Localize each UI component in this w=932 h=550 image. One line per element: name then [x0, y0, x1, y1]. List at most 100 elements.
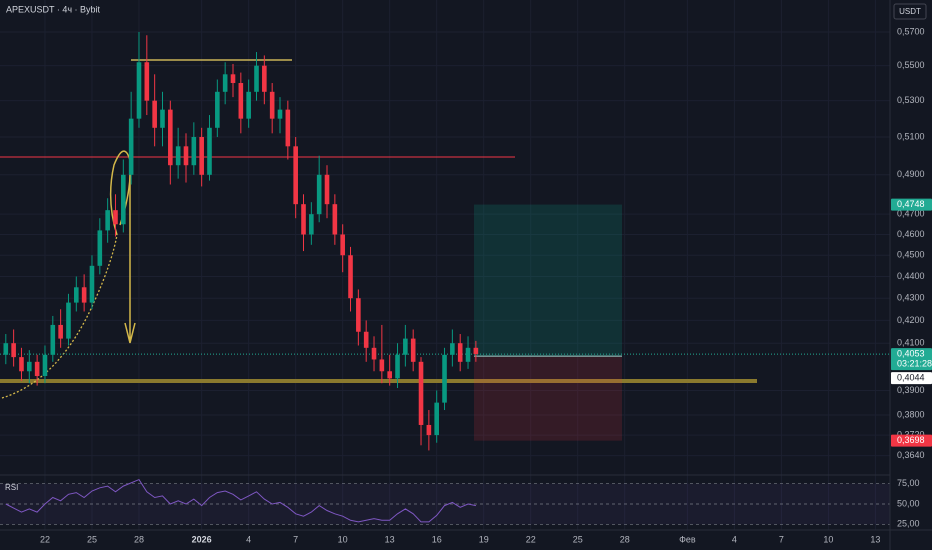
candle-body	[434, 402, 439, 436]
candle-body	[11, 343, 16, 358]
candle-body	[215, 91, 220, 128]
x-tick-label: 16	[432, 534, 442, 544]
candle-body	[207, 127, 212, 175]
candle-body	[160, 109, 165, 128]
candle-body	[465, 347, 471, 362]
price-label: 0,4044	[897, 373, 925, 383]
currency-button[interactable]	[893, 3, 927, 20]
candles	[3, 31, 479, 451]
y-tick-label: 0,5700	[897, 26, 925, 36]
x-tick-label: 13	[385, 534, 395, 544]
candle-body	[410, 338, 416, 362]
candle-body	[152, 100, 157, 128]
y-tick-label: 0,4600	[897, 229, 925, 239]
candle-body	[371, 347, 377, 360]
x-tick-label: 10	[338, 534, 348, 544]
position-box	[0, 204, 890, 441]
candle-body	[269, 91, 275, 119]
y-tick-label: 0,4100	[897, 338, 925, 348]
candle-body	[27, 361, 32, 372]
candle-body	[332, 204, 338, 235]
candle-body	[191, 137, 197, 166]
arrow	[124, 165, 136, 344]
rsi-pane	[0, 478, 890, 525]
candle-body	[42, 354, 48, 377]
candle-body	[426, 424, 432, 436]
candle-body	[316, 174, 322, 215]
loop-drawing	[109, 150, 132, 236]
x-tick-label: 25	[87, 534, 97, 544]
candle-body	[293, 146, 298, 205]
candle-body	[301, 204, 306, 235]
x-tick-label: 2026	[192, 534, 212, 544]
rsi-tick-label: 25,00	[897, 519, 920, 529]
candle-body	[473, 347, 479, 355]
candle-body	[175, 146, 181, 166]
y-tick-label: 0,5100	[897, 131, 925, 141]
x-tick-label: 10	[823, 534, 833, 544]
y-tick-label: 0,3720	[897, 429, 925, 439]
candle-body	[3, 343, 9, 355]
x-tick-label: 7	[293, 534, 298, 544]
rsi-tick-label: 75,00	[897, 478, 920, 488]
candle-body	[136, 62, 142, 119]
axes: 0,5700 0,5500 0,5300 0,5100 0,4900 0,4700 0,46…	[40, 26, 932, 544]
price-label-box	[891, 434, 932, 447]
candle-body	[238, 83, 244, 119]
price-label-box	[891, 372, 932, 385]
y-tick-label: 0,3800	[897, 409, 925, 419]
candle-body	[246, 91, 251, 119]
candle-body	[144, 62, 150, 101]
countdown-label: 03:21:28	[897, 358, 932, 368]
take-profit-zone	[474, 204, 622, 357]
candle-body	[121, 174, 126, 225]
candle-body	[363, 331, 369, 348]
x-tick-label: 22	[526, 534, 536, 544]
candle-body	[387, 371, 392, 379]
x-tick-label: 4	[732, 534, 737, 544]
y-tick-label: 0,3900	[897, 385, 925, 395]
candle-body	[324, 174, 330, 205]
y-tick-label: 0,3640	[897, 450, 925, 460]
price-label-box	[891, 348, 932, 371]
y-tick-label: 0,5300	[897, 95, 925, 105]
price-label: 0,4748	[897, 199, 925, 209]
candle-body	[285, 109, 291, 147]
candle-body	[418, 361, 424, 425]
candle-body	[128, 118, 134, 175]
candle-body	[277, 109, 283, 119]
candle-body	[222, 74, 228, 92]
candle-body	[450, 343, 455, 355]
candle-body	[309, 214, 314, 235]
y-tick-label: 0,5500	[897, 60, 925, 70]
x-tick-label: 7	[779, 534, 784, 544]
currency-label[interactable]: USDT	[899, 7, 921, 16]
candle-body	[340, 234, 345, 256]
candle-body	[254, 65, 259, 92]
candle-body	[74, 287, 79, 303]
x-tick-label: 13	[870, 534, 880, 544]
candle-body	[81, 287, 87, 303]
candle-body	[105, 210, 110, 231]
x-tick-label: 25	[573, 534, 583, 544]
candle-body	[34, 361, 40, 377]
candle-body	[230, 74, 236, 84]
candle-body	[50, 324, 56, 355]
candle-body	[348, 255, 353, 299]
candle-body	[168, 109, 173, 166]
rsi-line	[5, 478, 476, 523]
candle-body	[58, 324, 63, 339]
price-label: 0,4053	[897, 348, 925, 358]
candle-body	[199, 137, 204, 175]
y-tick-label: 0,4700	[897, 209, 925, 219]
y-tick-label: 0,4300	[897, 293, 925, 303]
y-tick-label: 0,4500	[897, 250, 925, 260]
candle-body	[183, 146, 189, 166]
y-tick-label: 0,4900	[897, 169, 925, 179]
y-tick-label: 0,4200	[897, 315, 925, 325]
indicator-label: RSI	[5, 483, 18, 492]
x-tick-label: 4	[246, 534, 251, 544]
x-tick-label: Фев	[679, 534, 696, 544]
